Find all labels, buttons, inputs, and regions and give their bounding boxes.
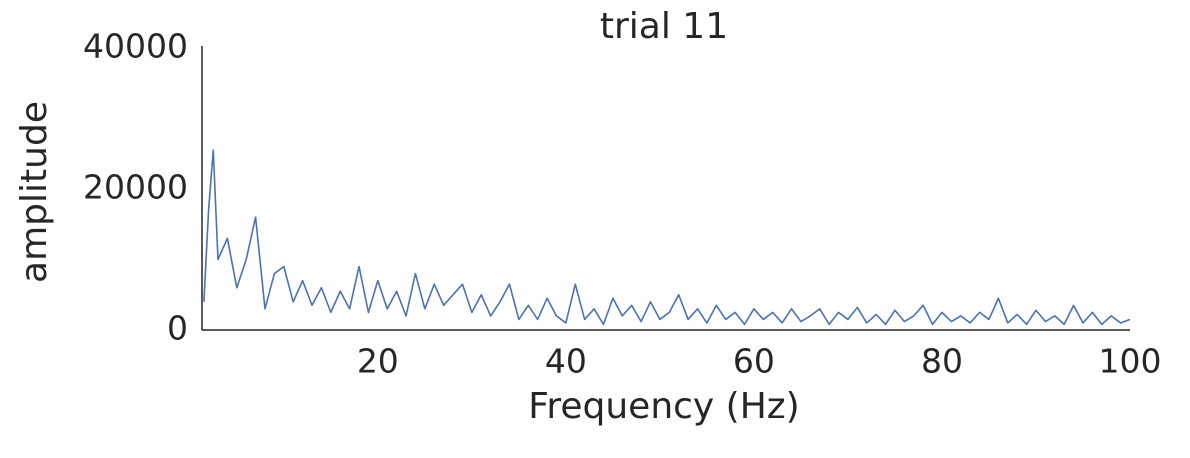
y-axis-label: amplitude [14,101,55,283]
y-tick-label: 40000 [83,27,188,66]
x-tick-label: 80 [921,342,963,381]
y-tick-label: 20000 [83,168,188,207]
x-tick-label: 20 [357,342,399,381]
y-tick-label: 0 [167,309,188,348]
x-tick-label: 40 [545,342,587,381]
series-line [203,149,1131,326]
x-axis-label: Frequency (Hz) [528,386,799,427]
x-tick-label: 100 [1099,342,1162,381]
x-tick-label: 60 [733,342,775,381]
chart-title: trial 11 [600,6,728,47]
